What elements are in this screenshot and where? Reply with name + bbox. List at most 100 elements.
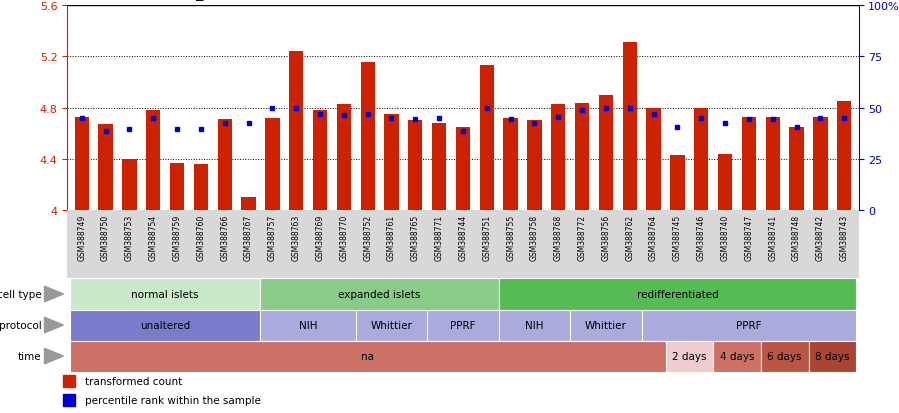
Text: GSM388767: GSM388767 xyxy=(244,214,253,260)
Text: 4 days: 4 days xyxy=(720,351,754,361)
Text: GSM388743: GSM388743 xyxy=(840,214,849,260)
Text: GSM388755: GSM388755 xyxy=(506,214,515,260)
Text: Whittier: Whittier xyxy=(370,320,413,330)
Bar xyxy=(528,121,541,211)
Bar xyxy=(456,128,470,211)
Text: transformed count: transformed count xyxy=(85,376,182,386)
Text: protocol: protocol xyxy=(0,320,41,330)
Bar xyxy=(218,120,232,211)
Bar xyxy=(814,117,828,211)
Text: 8 days: 8 days xyxy=(815,351,850,361)
Text: cell type: cell type xyxy=(0,289,41,299)
Bar xyxy=(599,96,613,211)
Text: unaltered: unaltered xyxy=(140,320,191,330)
Bar xyxy=(70,310,261,341)
Text: GSM388744: GSM388744 xyxy=(458,214,467,260)
Text: PPRF: PPRF xyxy=(450,320,476,330)
Bar xyxy=(70,279,261,310)
Bar xyxy=(75,117,89,211)
Bar xyxy=(570,310,642,341)
Bar xyxy=(499,310,570,341)
Bar xyxy=(665,341,713,372)
Text: GSM388763: GSM388763 xyxy=(291,214,300,260)
Text: GSM388748: GSM388748 xyxy=(792,214,801,260)
Text: GSM388745: GSM388745 xyxy=(673,214,682,260)
Text: GSM388770: GSM388770 xyxy=(339,214,348,260)
Text: GSM388762: GSM388762 xyxy=(626,214,635,260)
Bar xyxy=(265,119,280,211)
Text: GSM388772: GSM388772 xyxy=(578,214,587,260)
Polygon shape xyxy=(45,318,63,333)
Bar xyxy=(503,119,518,211)
Text: GSM388768: GSM388768 xyxy=(554,214,563,260)
Polygon shape xyxy=(45,349,63,364)
Bar xyxy=(356,310,427,341)
Text: GSM388747: GSM388747 xyxy=(744,214,753,260)
Bar xyxy=(337,104,351,211)
Bar xyxy=(432,124,446,211)
Bar xyxy=(761,341,808,372)
Text: GSM388761: GSM388761 xyxy=(387,214,396,260)
Text: GSM388769: GSM388769 xyxy=(316,214,325,260)
Bar xyxy=(313,111,327,211)
Text: na: na xyxy=(361,351,374,361)
Bar xyxy=(575,103,589,211)
Text: Whittier: Whittier xyxy=(585,320,627,330)
Bar xyxy=(289,52,303,211)
Text: GSM388746: GSM388746 xyxy=(697,214,706,260)
Text: 2 days: 2 days xyxy=(672,351,707,361)
Text: normal islets: normal islets xyxy=(131,289,199,299)
Bar xyxy=(789,128,804,211)
Bar xyxy=(360,62,375,211)
Bar xyxy=(551,104,565,211)
Polygon shape xyxy=(45,287,63,302)
Text: percentile rank within the sample: percentile rank within the sample xyxy=(85,394,261,405)
Bar xyxy=(241,198,255,211)
Text: GSM388751: GSM388751 xyxy=(483,214,492,260)
Text: 6 days: 6 days xyxy=(768,351,802,361)
Text: expanded islets: expanded islets xyxy=(338,289,421,299)
Text: time: time xyxy=(18,351,41,361)
Text: GSM388753: GSM388753 xyxy=(125,214,134,260)
Bar xyxy=(385,115,398,211)
Text: GSM388760: GSM388760 xyxy=(196,214,205,260)
Text: GSM388741: GSM388741 xyxy=(769,214,778,260)
Text: redifferentiated: redifferentiated xyxy=(636,289,718,299)
Text: GSM388758: GSM388758 xyxy=(530,214,539,260)
Bar xyxy=(122,159,137,211)
Bar xyxy=(766,117,780,211)
Text: GSM388754: GSM388754 xyxy=(148,214,157,260)
Bar xyxy=(623,43,636,211)
Text: GSM388766: GSM388766 xyxy=(220,214,229,260)
Bar xyxy=(170,164,184,211)
Text: PPRF: PPRF xyxy=(736,320,761,330)
Bar xyxy=(408,121,423,211)
Text: GSM388756: GSM388756 xyxy=(601,214,610,260)
Bar xyxy=(193,165,208,211)
Bar xyxy=(837,102,851,211)
Text: GSM388771: GSM388771 xyxy=(434,214,443,260)
Text: GSM388750: GSM388750 xyxy=(101,214,110,260)
Bar xyxy=(742,117,756,211)
Bar xyxy=(499,279,856,310)
Text: GSM388740: GSM388740 xyxy=(721,214,730,260)
Bar xyxy=(146,111,160,211)
Text: GSM388759: GSM388759 xyxy=(173,214,182,260)
Bar xyxy=(98,125,112,211)
Text: NIH: NIH xyxy=(525,320,544,330)
Bar xyxy=(261,310,356,341)
Bar xyxy=(713,341,761,372)
Bar xyxy=(480,66,494,211)
Text: GSM388757: GSM388757 xyxy=(268,214,277,260)
Bar xyxy=(261,279,499,310)
Text: NIH: NIH xyxy=(298,320,317,330)
Bar xyxy=(646,109,661,211)
Bar xyxy=(642,310,856,341)
Text: GSM388764: GSM388764 xyxy=(649,214,658,260)
Bar xyxy=(808,341,856,372)
Text: GSM388742: GSM388742 xyxy=(816,214,825,260)
Bar xyxy=(694,109,708,211)
Text: GSM388749: GSM388749 xyxy=(77,214,86,260)
Bar xyxy=(427,310,499,341)
Text: GSM388752: GSM388752 xyxy=(363,214,372,260)
